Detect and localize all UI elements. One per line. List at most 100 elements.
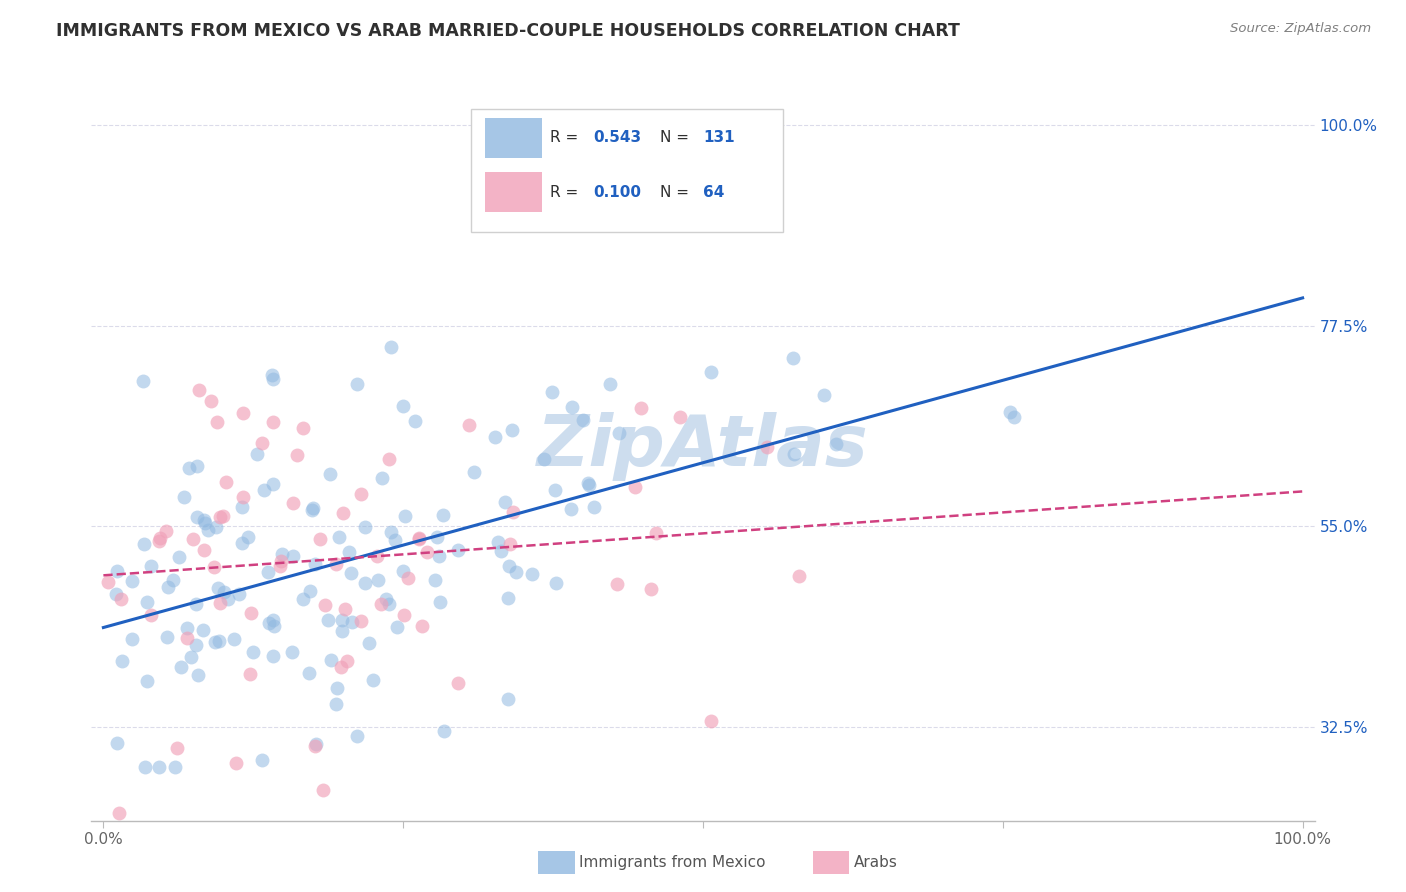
Point bbox=[335, 602, 357, 616]
Point bbox=[700, 365, 723, 379]
Point bbox=[111, 654, 134, 668]
Text: N =: N = bbox=[661, 130, 695, 145]
Point bbox=[359, 635, 381, 649]
Point bbox=[224, 632, 246, 647]
Point bbox=[97, 575, 120, 590]
Point bbox=[176, 621, 198, 635]
Point bbox=[325, 557, 347, 571]
Text: Immigrants from Mexico: Immigrants from Mexico bbox=[579, 855, 766, 870]
Point bbox=[416, 545, 439, 559]
Point bbox=[212, 508, 235, 523]
Point bbox=[408, 533, 430, 547]
Text: ZipAtlas: ZipAtlas bbox=[537, 411, 869, 481]
Point bbox=[105, 587, 128, 601]
Point bbox=[346, 376, 368, 391]
Point bbox=[299, 584, 322, 599]
Point bbox=[560, 502, 582, 516]
Point bbox=[302, 500, 325, 515]
Point bbox=[813, 388, 835, 402]
Point bbox=[207, 581, 229, 595]
Point bbox=[312, 783, 335, 797]
Point bbox=[502, 505, 524, 519]
Point bbox=[700, 714, 723, 728]
Point bbox=[163, 760, 186, 774]
Point bbox=[239, 666, 262, 681]
Point bbox=[188, 383, 211, 397]
Text: 131: 131 bbox=[703, 130, 734, 145]
Point bbox=[328, 530, 350, 544]
Point bbox=[645, 526, 668, 541]
Point bbox=[132, 374, 155, 388]
Text: 64: 64 bbox=[703, 186, 724, 200]
Point bbox=[607, 425, 630, 440]
Point bbox=[262, 415, 284, 429]
Point bbox=[193, 513, 215, 527]
Point bbox=[630, 401, 652, 415]
Point bbox=[578, 478, 600, 492]
Point bbox=[340, 615, 363, 629]
Point bbox=[457, 418, 479, 433]
Point bbox=[204, 634, 226, 648]
Point bbox=[1002, 410, 1025, 425]
Point bbox=[370, 470, 392, 484]
Point bbox=[447, 675, 470, 690]
Point bbox=[202, 560, 225, 574]
Point bbox=[304, 739, 326, 753]
Point bbox=[361, 673, 384, 688]
Point bbox=[262, 368, 284, 382]
Point bbox=[325, 697, 347, 711]
FancyBboxPatch shape bbox=[485, 172, 541, 212]
Point bbox=[404, 414, 426, 428]
Point bbox=[411, 619, 433, 633]
Point bbox=[228, 587, 250, 601]
Point bbox=[484, 430, 506, 444]
Point bbox=[215, 475, 238, 489]
Point bbox=[166, 741, 188, 756]
Point bbox=[756, 440, 779, 454]
Point bbox=[262, 476, 284, 491]
Point bbox=[380, 525, 402, 540]
Point bbox=[392, 564, 415, 578]
Point bbox=[522, 566, 544, 581]
Point bbox=[121, 632, 143, 646]
Point bbox=[239, 606, 262, 620]
Point bbox=[148, 760, 170, 774]
Text: 0.100: 0.100 bbox=[593, 186, 641, 200]
Point bbox=[301, 503, 323, 517]
Point bbox=[463, 465, 485, 479]
Point bbox=[669, 409, 692, 424]
Point bbox=[425, 574, 447, 588]
Point bbox=[319, 467, 342, 482]
Point bbox=[139, 607, 162, 622]
Point bbox=[232, 407, 254, 421]
Point bbox=[396, 571, 419, 585]
Point bbox=[208, 510, 231, 524]
Point bbox=[204, 520, 226, 534]
Point bbox=[489, 543, 512, 558]
Point bbox=[156, 580, 179, 594]
Point bbox=[105, 564, 128, 578]
Point bbox=[173, 490, 195, 504]
Point bbox=[783, 447, 806, 461]
Point bbox=[378, 451, 401, 466]
Point bbox=[498, 559, 520, 574]
Point bbox=[242, 645, 264, 659]
Text: IMMIGRANTS FROM MEXICO VS ARAB MARRIED-COUPLE HOUSEHOLDS CORRELATION CHART: IMMIGRANTS FROM MEXICO VS ARAB MARRIED-C… bbox=[56, 22, 960, 40]
Point bbox=[108, 806, 131, 821]
Point bbox=[176, 631, 198, 645]
Point bbox=[193, 516, 215, 531]
Point bbox=[262, 372, 284, 386]
Point bbox=[170, 660, 193, 674]
Point bbox=[498, 537, 520, 551]
Point bbox=[207, 634, 229, 648]
FancyBboxPatch shape bbox=[485, 118, 541, 158]
Point bbox=[408, 532, 430, 546]
Point bbox=[148, 531, 170, 545]
Point bbox=[285, 448, 308, 462]
Point bbox=[292, 421, 315, 435]
Point bbox=[262, 649, 284, 664]
Point bbox=[180, 650, 202, 665]
Point bbox=[340, 566, 363, 581]
Point bbox=[576, 475, 599, 490]
Point bbox=[257, 615, 280, 630]
